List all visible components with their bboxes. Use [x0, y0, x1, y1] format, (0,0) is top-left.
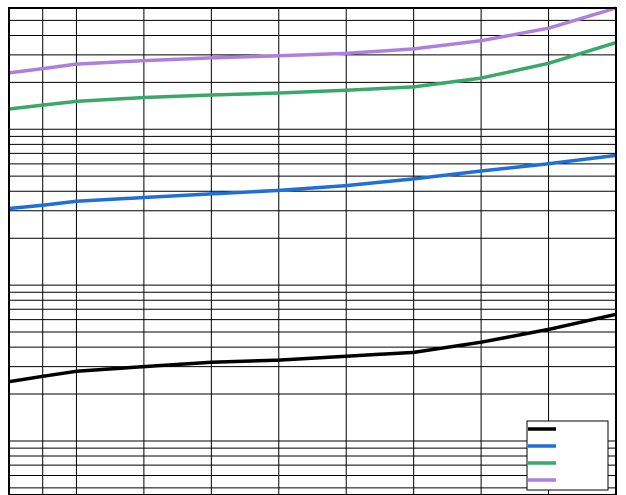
- series-line-4: [8, 6, 617, 75]
- legend: [526, 420, 609, 491]
- series-line-3: [8, 40, 617, 111]
- series-line-1: [8, 312, 617, 384]
- plot-frame: [8, 7, 617, 495]
- series-group: [8, 6, 617, 384]
- series-line-2: [8, 153, 617, 211]
